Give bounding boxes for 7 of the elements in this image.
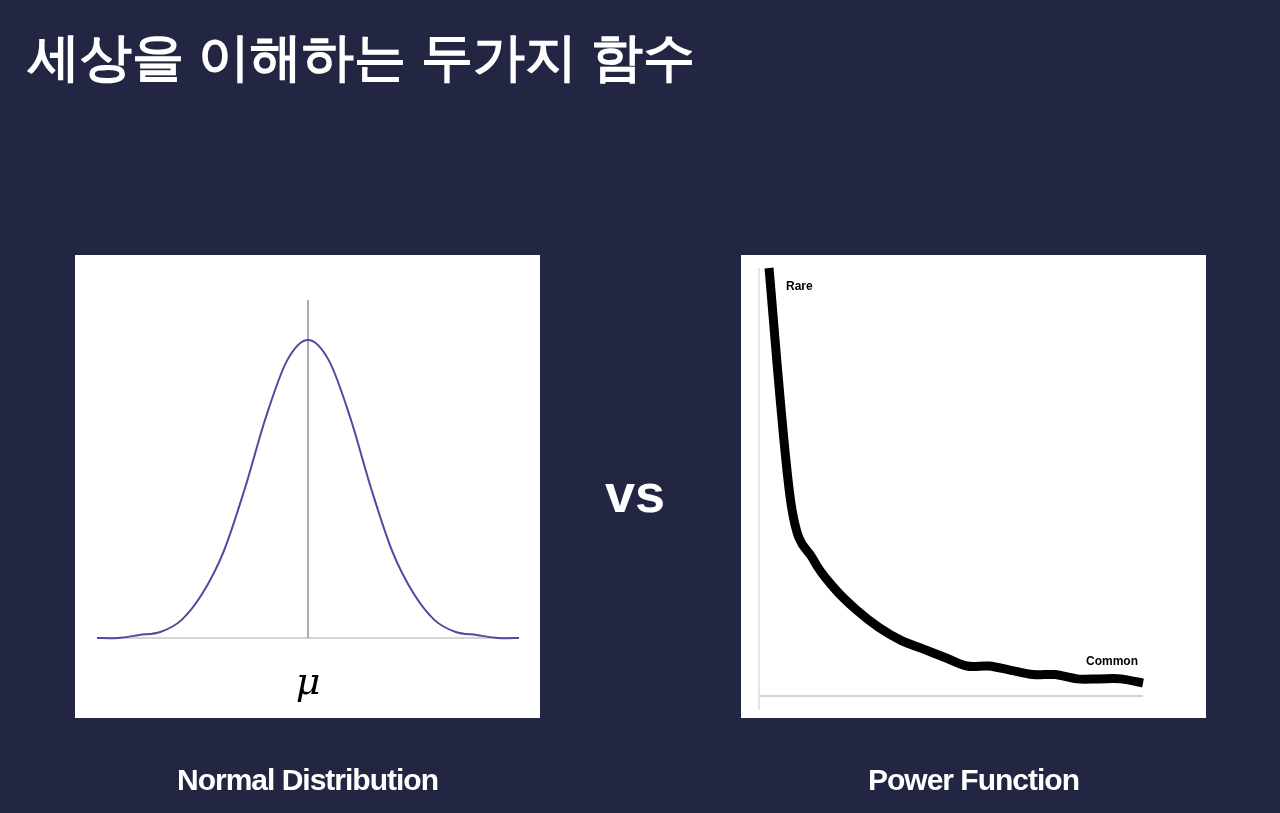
text: μ (295, 659, 321, 703)
x-axis-title: Power Function (868, 763, 1079, 796)
annotation: Common (1086, 654, 1138, 669)
annotation: Rare (786, 279, 814, 293)
text: 세상을 이해하는 두가지 함수 (26, 28, 696, 86)
x-axis-title: Normal Distribution (176, 763, 439, 796)
text: vs (604, 463, 666, 523)
